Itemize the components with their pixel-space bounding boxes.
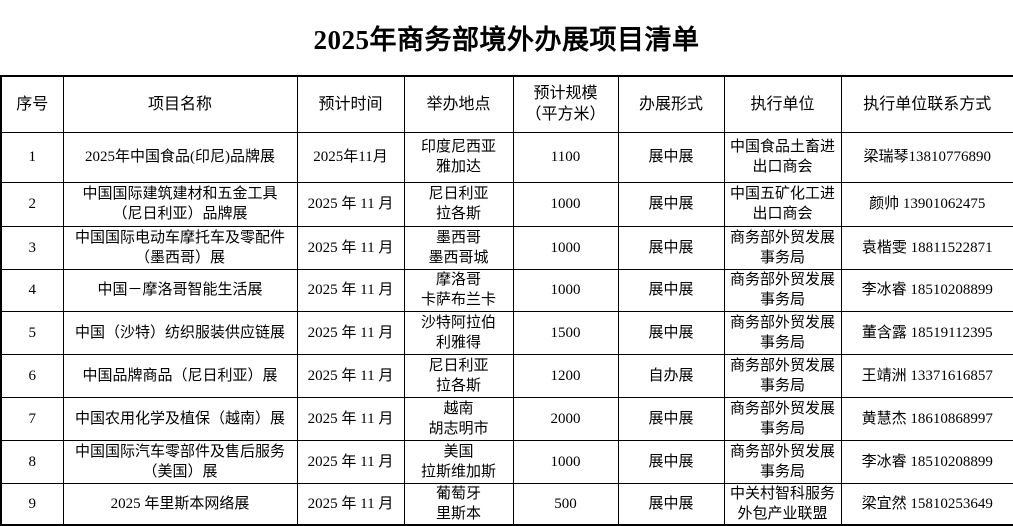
- cell-expected-time: 2025 年 11 月: [296, 181, 405, 227]
- title-bar: 2025年商务部境外办展项目清单: [0, 0, 1013, 75]
- cell-executing-unit: 商务部外贸发展 事务局: [723, 310, 842, 355]
- cell-seq-no: 9: [0, 482, 64, 525]
- table-row: 7 中国农用化学及植保（越南）展 2025 年 11 月 越南 胡志明市 200…: [0, 396, 1013, 441]
- cell-location: 葡萄牙 里斯本: [403, 482, 514, 525]
- cell-executing-unit: 商务部外贸发展 事务局: [723, 439, 842, 484]
- cell-expected-scale: 2000: [512, 396, 619, 441]
- cell-contact-info: 董含露 18519112395: [840, 310, 1013, 355]
- table-row: 2 中国国际建筑建材和五金工具 （尼日利亚）品牌展 2025 年 11 月 尼日…: [0, 181, 1013, 227]
- cell-expected-time: 2025 年 11 月: [296, 482, 405, 525]
- cell-location: 尼日利亚 拉各斯: [403, 353, 514, 398]
- cell-contact-info: 袁楷雯 18811522871: [840, 225, 1013, 270]
- cell-expected-time: 2025 年 11 月: [296, 268, 405, 312]
- cell-exhibition-type: 展中展: [617, 225, 725, 270]
- exhibition-project-table: 序号 项目名称 预计时间 举办地点 预计规模 （平方米） 办展形式 执行单位 执…: [0, 75, 1013, 526]
- cell-expected-time: 2025 年 11 月: [296, 225, 405, 270]
- cell-exhibition-type: 展中展: [617, 310, 725, 355]
- cell-contact-info: 黄慧杰 18610868997: [840, 396, 1013, 441]
- header-seq-no: 序号: [0, 75, 64, 133]
- table-row: 3 中国国际电动车摩托车及零配件 （墨西哥）展 2025 年 11 月 墨西哥 …: [0, 225, 1013, 270]
- page-title: 2025年商务部境外办展项目清单: [313, 25, 700, 55]
- cell-location: 摩洛哥 卡萨布兰卡: [403, 268, 514, 312]
- cell-executing-unit: 中国食品土畜进 出口商会: [723, 131, 842, 183]
- cell-executing-unit: 商务部外贸发展 事务局: [723, 396, 842, 441]
- cell-exhibition-type: 展中展: [617, 439, 725, 484]
- cell-project-name: 中国国际电动车摩托车及零配件 （墨西哥）展: [62, 225, 298, 270]
- cell-seq-no: 7: [0, 396, 64, 441]
- cell-expected-scale: 1500: [512, 310, 619, 355]
- cell-exhibition-type: 展中展: [617, 181, 725, 227]
- cell-project-name: 中国国际建筑建材和五金工具 （尼日利亚）品牌展: [62, 181, 298, 227]
- cell-expected-scale: 1000: [512, 181, 619, 227]
- cell-exhibition-type: 展中展: [617, 482, 725, 525]
- cell-executing-unit: 商务部外贸发展 事务局: [723, 225, 842, 270]
- cell-expected-time: 2025 年 11 月: [296, 353, 405, 398]
- cell-project-name: 中国品牌商品（尼日利亚）展: [62, 353, 298, 398]
- cell-seq-no: 1: [0, 131, 64, 183]
- cell-exhibition-type: 展中展: [617, 131, 725, 183]
- header-executing-unit: 执行单位: [723, 75, 842, 133]
- header-location: 举办地点: [403, 75, 514, 133]
- table-row: 1 2025年中国食品(印尼)品牌展 2025年11月 印度尼西亚 雅加达 11…: [0, 131, 1013, 183]
- cell-seq-no: 5: [0, 310, 64, 355]
- cell-location: 尼日利亚 拉各斯: [403, 181, 514, 227]
- table-row: 8 中国国际汽车零部件及售后服务 （美国）展 2025 年 11 月 美国 拉斯…: [0, 439, 1013, 484]
- cell-project-name: 2025年中国食品(印尼)品牌展: [62, 131, 298, 183]
- header-expected-scale: 预计规模 （平方米）: [512, 75, 619, 133]
- cell-expected-time: 2025年11月: [296, 131, 405, 183]
- cell-expected-scale: 500: [512, 482, 619, 525]
- cell-location: 越南 胡志明市: [403, 396, 514, 441]
- cell-executing-unit: 商务部外贸发展 事务局: [723, 268, 842, 312]
- cell-expected-time: 2025 年 11 月: [296, 439, 405, 484]
- cell-expected-scale: 1100: [512, 131, 619, 183]
- cell-exhibition-type: 展中展: [617, 396, 725, 441]
- cell-seq-no: 8: [0, 439, 64, 484]
- cell-exhibition-type: 自办展: [617, 353, 725, 398]
- cell-expected-time: 2025 年 11 月: [296, 310, 405, 355]
- cell-location: 沙特阿拉伯 利雅得: [403, 310, 514, 355]
- cell-contact-info: 李冰睿 18510208899: [840, 439, 1013, 484]
- cell-expected-scale: 1000: [512, 225, 619, 270]
- cell-location: 印度尼西亚 雅加达: [403, 131, 514, 183]
- cell-exhibition-type: 展中展: [617, 268, 725, 312]
- table-row: 6 中国品牌商品（尼日利亚）展 2025 年 11 月 尼日利亚 拉各斯 120…: [0, 353, 1013, 398]
- cell-expected-scale: 1000: [512, 439, 619, 484]
- table-header-row: 序号 项目名称 预计时间 举办地点 预计规模 （平方米） 办展形式 执行单位 执…: [0, 75, 1013, 133]
- cell-expected-time: 2025 年 11 月: [296, 396, 405, 441]
- cell-seq-no: 3: [0, 225, 64, 270]
- cell-seq-no: 4: [0, 268, 64, 312]
- cell-contact-info: 颜帅 13901062475: [840, 181, 1013, 227]
- cell-project-name: 中国农用化学及植保（越南）展: [62, 396, 298, 441]
- table-row: 4 中国－摩洛哥智能生活展 2025 年 11 月 摩洛哥 卡萨布兰卡 1000…: [0, 268, 1013, 312]
- cell-contact-info: 梁瑞琴13810776890: [840, 131, 1013, 183]
- cell-project-name: 中国（沙特）纺织服装供应链展: [62, 310, 298, 355]
- cell-executing-unit: 中关村智科服务 外包产业联盟: [723, 482, 842, 525]
- cell-contact-info: 李冰睿 18510208899: [840, 268, 1013, 312]
- header-expected-time: 预计时间: [296, 75, 405, 133]
- cell-seq-no: 6: [0, 353, 64, 398]
- table-row: 9 2025 年里斯本网络展 2025 年 11 月 葡萄牙 里斯本 500 展…: [0, 482, 1013, 525]
- header-contact-info: 执行单位联系方式: [840, 75, 1013, 133]
- cell-expected-scale: 1000: [512, 268, 619, 312]
- cell-expected-scale: 1200: [512, 353, 619, 398]
- cell-seq-no: 2: [0, 181, 64, 227]
- cell-contact-info: 王靖洲 13371616857: [840, 353, 1013, 398]
- cell-contact-info: 梁宜然 15810253649: [840, 482, 1013, 525]
- header-exhibition-type: 办展形式: [617, 75, 725, 133]
- cell-project-name: 2025 年里斯本网络展: [62, 482, 298, 525]
- cell-location: 墨西哥 墨西哥城: [403, 225, 514, 270]
- cell-executing-unit: 商务部外贸发展 事务局: [723, 353, 842, 398]
- cell-project-name: 中国国际汽车零部件及售后服务 （美国）展: [62, 439, 298, 484]
- cell-project-name: 中国－摩洛哥智能生活展: [62, 268, 298, 312]
- table-row: 5 中国（沙特）纺织服装供应链展 2025 年 11 月 沙特阿拉伯 利雅得 1…: [0, 310, 1013, 355]
- header-project-name: 项目名称: [62, 75, 298, 133]
- cell-location: 美国 拉斯维加斯: [403, 439, 514, 484]
- cell-executing-unit: 中国五矿化工进 出口商会: [723, 181, 842, 227]
